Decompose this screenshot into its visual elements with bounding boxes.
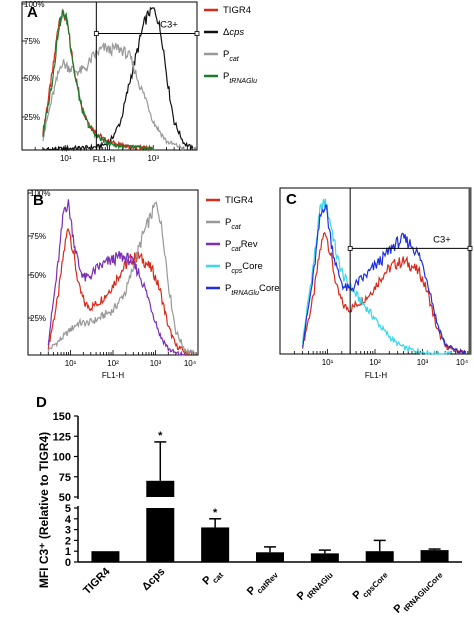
category-label: PcpsCore (351, 565, 390, 604)
series-line-pcat (47, 201, 195, 355)
series-line-ptrnaglu (42, 8, 154, 152)
gate-label: C3+ (160, 20, 178, 31)
b-x-tick-label: 10⁴ (184, 359, 197, 368)
a-x-tick-label: 10³ (147, 154, 159, 163)
panel-b-frame (27, 189, 199, 356)
category-label: PtRNAGluCore (392, 565, 445, 618)
bar-pcpscore (365, 551, 394, 562)
panel-b-xlabel: FL1-H (102, 371, 124, 380)
gate-handle (347, 245, 353, 251)
bar-ptrnaglu (310, 553, 339, 562)
y-tick-label: 100 (53, 452, 71, 464)
y-tick-label: 0 (65, 557, 71, 569)
panel-a-xlabel: FL1-H (93, 155, 115, 164)
y-tick-label: 150 (53, 411, 71, 423)
y-tick-label: 4 (65, 514, 72, 526)
y-tick-label: 2 (65, 535, 71, 547)
legend-label: Δcps (223, 27, 244, 38)
gate-handle (194, 31, 200, 36)
panel-a-letter: A (27, 4, 38, 21)
bar-ptrnaglucore (420, 550, 449, 562)
c-x-tick-label: 10³ (417, 358, 429, 367)
c-x-tick-label: 10² (369, 358, 381, 367)
series-line-tigr4 (302, 231, 466, 355)
c-x-tick-label: 10⁴ (456, 358, 469, 367)
category-label: Δcps (140, 566, 167, 593)
bar-pcatrev (256, 552, 284, 562)
b-x-tick-label: 10³ (150, 359, 162, 368)
gate-handle (93, 31, 99, 36)
b-y-tick-label: 50% (30, 271, 46, 280)
legend-label: PcpsCore (225, 261, 263, 275)
category-label: Pcat (200, 565, 225, 590)
bar-δcps-lower (146, 508, 175, 562)
significance-marker: * (213, 507, 218, 519)
series-line-tigr4 (47, 227, 195, 357)
legend-label: PtRNAGluCore (225, 283, 280, 297)
panel-b: B 10¹ 10² 10³ 10⁴ 25% 50% 75% 100% FL1-H TIGR4 P… (27, 189, 280, 380)
category-label: PcatRev (245, 565, 280, 600)
b-x-tick-label: 10¹ (65, 359, 77, 368)
y-tick-label: 50 (59, 492, 71, 504)
category-label: TIGR4 (81, 565, 113, 597)
legend-label: TIGR4 (225, 195, 253, 206)
a-y-tick-label: 75% (24, 37, 40, 46)
y-tick-label: 3 (65, 525, 71, 537)
panel-c-letter: C (286, 191, 297, 208)
gate-label: C3+ (433, 234, 451, 245)
b-y-tick-label: 100% (30, 189, 50, 198)
category-label: PtRNAGlu (295, 566, 335, 606)
legend-label: PcatRev (225, 239, 258, 253)
a-y-tick-label: 100% (24, 0, 44, 9)
legend-label: PtRNAGlu (223, 71, 257, 85)
gate-handle (467, 245, 473, 251)
b-x-tick-label: 10² (107, 359, 119, 368)
panel-c-frame (279, 187, 472, 355)
significance-marker: * (158, 430, 163, 442)
series-line-δcps (42, 6, 194, 153)
c-x-tick-label: 10¹ (322, 358, 334, 367)
panel-d-letter: D (36, 394, 47, 411)
a-y-tick-label: 25% (24, 113, 40, 122)
b-y-tick-label: 25% (30, 314, 46, 323)
legend-label: Pcat (223, 49, 240, 63)
legend-label: Pcat (225, 217, 242, 231)
panel-d-ylabel: MFI C3⁺ (Relative to TIGR4) (37, 432, 51, 588)
series-line-pcatrev (47, 199, 186, 356)
y-tick-label: 125 (53, 431, 71, 443)
y-tick-label: 5 (65, 503, 71, 515)
panel-c: C 10¹ 10² 10³ 10⁴ C3+ FL1-H (279, 187, 473, 380)
b-y-tick-label: 75% (30, 232, 46, 241)
bar-tigr4 (91, 551, 120, 562)
y-tick-label: 1 (65, 546, 71, 558)
panel-c-xlabel: FL1-H (365, 371, 387, 380)
a-y-tick-label: 50% (24, 74, 40, 83)
bar-pcat (201, 527, 230, 562)
y-tick-label: 75 (59, 472, 71, 484)
panel-a: A 10¹ 10³ 25% 50% 75% 100% C3+ FL1-H TIGR4 Δcp… (21, 0, 257, 164)
legend-label: TIGR4 (223, 5, 251, 16)
series-line-pcat (42, 41, 185, 151)
a-x-tick-label: 10¹ (60, 154, 72, 163)
series-line-pcpscore (302, 198, 452, 356)
series-line-ptrnaglucore (302, 204, 466, 356)
panel-b-letter: B (33, 192, 44, 209)
bar-δcps-upper (146, 480, 175, 497)
